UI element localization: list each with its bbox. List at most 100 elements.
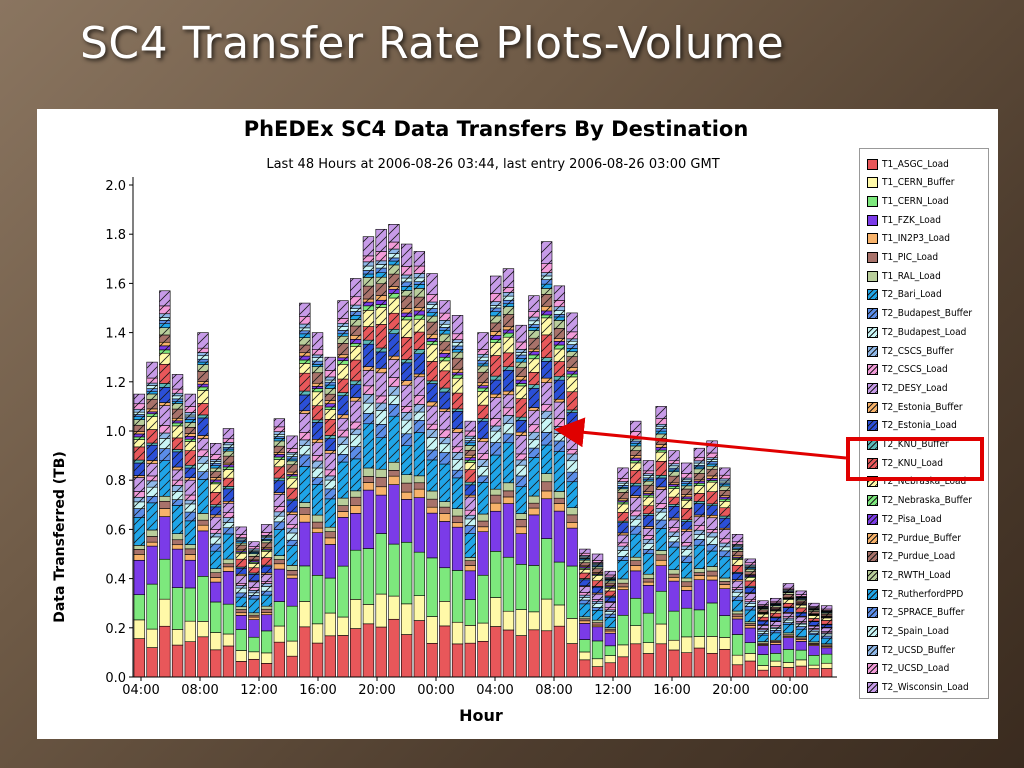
bar-segment-T1_IN2P3_Load xyxy=(337,511,349,518)
bar-segment-T2_KNU_Buffer xyxy=(540,357,553,362)
bar-segment-T2_Estonia_Load xyxy=(324,438,336,451)
bar-6 xyxy=(210,442,222,678)
bar-segment-T2_Wisconsin_Load xyxy=(133,393,146,405)
bar-segment-T2_KNU_Load xyxy=(159,363,171,384)
bar-segment-T2_UCSD_Buffer xyxy=(184,412,196,416)
bar-segment-T2_Bari_Load xyxy=(553,451,566,492)
bar-segment-T2_CSCS_Buffer xyxy=(222,517,235,523)
bar-segment-T2_RutherfordPPD xyxy=(630,442,642,447)
bar-segment-T2_Estonia_Load xyxy=(528,387,540,408)
bar-segment-T2_Spain_Load xyxy=(426,304,438,309)
bar-segment-T2_Budapest_Buffer xyxy=(591,607,604,611)
bar-segment-T2_SPRACE_Buffer xyxy=(515,354,527,359)
bar-segment-T2_Pisa_Load xyxy=(400,312,413,318)
bar-segment-T2_DESY_Load xyxy=(515,435,527,455)
legend-label: T2_Spain_Load xyxy=(882,626,949,637)
bar-segment-T2_Budapest_Buffer xyxy=(248,594,260,600)
bar-segment-T2_Nebraska_Buffer xyxy=(184,438,196,442)
legend-swatch xyxy=(867,177,878,189)
bar-segment-T2_Spain_Load xyxy=(350,308,362,312)
bar-segment-T2_DESY_Load xyxy=(820,627,833,632)
legend-label: T1_CERN_Load xyxy=(882,195,949,207)
bar-segment-T2_RWTH_Load xyxy=(630,445,642,451)
bar-segment-T2_Purdue_Buffer xyxy=(210,477,222,481)
bar-segment-T2_Nebraska_Load xyxy=(731,559,744,566)
bar-segment-T2_Bari_Load xyxy=(617,560,629,580)
bar-segment-T2_Wisconsin_Load xyxy=(770,597,782,602)
bar-segment-T2_KNU_Load xyxy=(655,460,667,476)
bar-segment-T2_CSCS_Load xyxy=(719,538,731,544)
bar-segment-T2_KNU_Load xyxy=(362,326,375,341)
bar-segment-T2_UCSD_Buffer xyxy=(273,431,286,435)
y-tick-label: 1.4 xyxy=(105,327,126,342)
bar-segment-T2_RutherfordPPD xyxy=(159,323,171,329)
bar-segment-T1_IN2P3_Load xyxy=(388,475,400,485)
bar-segment-T1_CERN_Buffer xyxy=(273,625,286,643)
y-tick-label: 0.6 xyxy=(105,523,126,538)
bar-segment-T1_CERN_Buffer xyxy=(451,621,464,645)
slide-title: SC4 Transfer Rate Plots-Volume xyxy=(80,18,785,69)
bar-segment-T2_KNU_Buffer xyxy=(515,416,527,421)
bar-22 xyxy=(413,251,426,678)
legend-item: T2_DESY_Load xyxy=(867,379,948,397)
bar-segment-T2_Estonia_Buffer xyxy=(286,511,298,515)
bar-segment-T2_Wisconsin_Load xyxy=(146,361,158,379)
bar-segment-T2_KNU_Buffer xyxy=(350,380,362,385)
bar-segment-T2_SPRACE_Buffer xyxy=(159,320,171,325)
chart-title: PhEDEx SC4 Data Transfers By Destination xyxy=(244,117,749,141)
bar-segment-T1_FZK_Load xyxy=(502,503,515,558)
bar-segment-T2_Nebraska_Buffer xyxy=(426,341,438,346)
bar-segment-T2_Purdue_Load xyxy=(159,334,171,343)
bar-segment-T2_RutherfordPPD xyxy=(540,283,553,289)
bar-segment-T2_Purdue_Buffer xyxy=(706,475,718,479)
bar-segment-T2_Nebraska_Load xyxy=(146,416,158,430)
bar-segment-T2_RWTH_Load xyxy=(337,335,349,344)
bar-segment-T1_ASGC_Load xyxy=(299,626,311,678)
bar-segment-T2_Nebraska_Load xyxy=(248,563,260,569)
bar-segment-T1_FZK_Load xyxy=(782,637,795,650)
bar-segment-T1_CERN_Load xyxy=(630,597,642,626)
bar-segment-T2_KNU_Load xyxy=(260,557,273,566)
y-axis-label: Data Transferred (TB) xyxy=(52,451,68,623)
bar-segment-T1_CERN_Buffer xyxy=(299,601,311,628)
bar-segment-T1_IN2P3_Load xyxy=(159,508,171,517)
bar-segment-T2_UCSD_Load xyxy=(260,532,273,536)
bar-segment-T2_DESY_Load xyxy=(388,359,400,378)
bar-segment-T1_FZK_Load xyxy=(222,571,235,605)
bar-segment-T1_CERN_Buffer xyxy=(464,625,476,644)
bar-segment-T2_RWTH_Load xyxy=(706,465,718,470)
bar-segment-T2_Nebraska_Load xyxy=(210,483,222,493)
bar-segment-T2_Purdue_Load xyxy=(260,542,273,548)
bar-segment-T2_CSCS_Load xyxy=(235,582,247,586)
bar-segment-T2_Spain_Load xyxy=(566,340,578,345)
bar-segment-T2_RutherfordPPD xyxy=(197,361,209,365)
bar-segment-T2_Nebraska_Load xyxy=(273,459,286,468)
bar-segment-T2_KNU_Load xyxy=(770,612,782,618)
bar-segment-T1_ASGC_Load xyxy=(731,664,744,678)
bar-segment-T1_PIC_Load xyxy=(299,507,311,515)
bar-segment-T1_ASGC_Load xyxy=(604,662,616,678)
bar-segment-T2_CSCS_Buffer xyxy=(159,432,171,439)
bar-segment-T2_CSCS_Load xyxy=(311,455,324,462)
bar-segment-T1_CERN_Buffer xyxy=(184,620,196,642)
bar-43 xyxy=(680,462,693,678)
bar-segment-T2_Pisa_Load xyxy=(222,464,235,468)
bar-segment-T1_RAL_Load xyxy=(693,568,706,573)
bar-segment-T2_Purdue_Load xyxy=(719,490,731,496)
bar-segment-T2_Estonia_Load xyxy=(668,506,680,519)
legend-swatch xyxy=(867,289,878,301)
bar-segment-T1_IN2P3_Load xyxy=(133,554,146,561)
bar-segment-T2_Budapest_Load xyxy=(706,536,718,545)
bar-segment-T1_PIC_Load xyxy=(388,470,400,477)
bar-segment-T1_ASGC_Load xyxy=(680,652,693,678)
bar-segment-T2_Budapest_Buffer xyxy=(642,549,655,554)
bar-segment-T2_RutherfordPPD xyxy=(184,419,196,423)
bar-segment-T2_SPRACE_Buffer xyxy=(350,311,362,316)
bar-segment-T2_KNU_Buffer xyxy=(668,503,680,507)
bar-segment-T1_PIC_Load xyxy=(591,622,604,626)
bar-segment-T1_PIC_Load xyxy=(235,609,247,614)
bar-segment-T2_CSCS_Load xyxy=(528,424,540,433)
bar-segment-T2_Estonia_Load xyxy=(197,417,209,436)
bar-segment-T2_Budapest_Load xyxy=(260,586,273,592)
bar-segment-T2_Bari_Load xyxy=(222,533,235,560)
